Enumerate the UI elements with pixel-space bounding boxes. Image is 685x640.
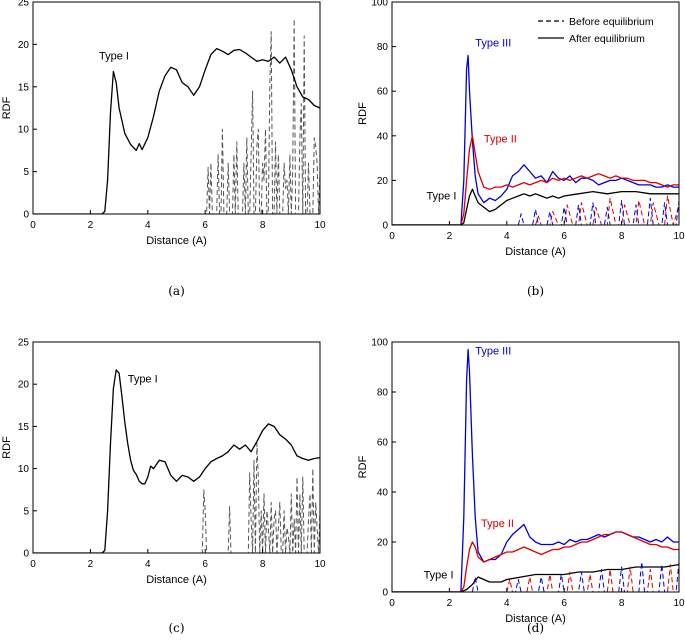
series-line-type-iii-after (392, 348, 679, 592)
series-line-type-iii-before (471, 561, 679, 592)
annotation-type-iii: Type III (475, 38, 511, 50)
legend-entry-label: Before equilibrium (569, 16, 654, 28)
series-line-type-ii-before (506, 564, 674, 592)
x-tick-label: 10 (673, 598, 685, 609)
y-axis-label: RDF (357, 455, 369, 478)
x-tick-label: 0 (30, 220, 36, 231)
series-line-type-i-after (33, 47, 320, 214)
plot-frame (32, 341, 321, 554)
plot-frame (32, 1, 321, 215)
series-group (392, 348, 679, 592)
x-tick-label: 0 (389, 598, 395, 609)
x-tick-label: 4 (504, 598, 510, 609)
plot-frame (391, 1, 680, 226)
y-tick-label: 15 (18, 82, 30, 93)
legend-entry-label: After equilibrium (569, 33, 645, 45)
x-tick-label: 10 (673, 231, 685, 242)
series-line-type-i-before (33, 442, 320, 553)
annotation-type-ii: Type II (484, 133, 517, 145)
annotation-type-i: Type I (99, 51, 129, 63)
y-tick-label: 80 (377, 42, 389, 53)
y-tick-label: 10 (18, 464, 30, 475)
legend: Before equilibrium After equilibrium (538, 16, 654, 45)
y-axis-label: RDF (357, 102, 369, 125)
y-tick-label: 5 (23, 506, 29, 517)
y-tick-label: 20 (18, 380, 30, 391)
x-tick-label: 10 (314, 220, 326, 231)
y-tick-label: 10 (18, 125, 30, 136)
series-group (33, 18, 320, 214)
x-axis-label: Distance (A) (146, 235, 207, 247)
annotation-type-iii: Type III (475, 346, 511, 358)
y-tick-label: 100 (371, 0, 388, 9)
y-tick-label: 15 (18, 422, 30, 433)
x-tick-label: 8 (260, 220, 266, 231)
x-axis-label: Distance (A) (146, 574, 207, 586)
y-tick-label: 100 (371, 338, 388, 349)
x-tick-label: 6 (202, 559, 208, 570)
series-line-type-ii-before (535, 195, 679, 225)
series-line-type-i-after (33, 369, 320, 553)
x-tick-label: 8 (619, 231, 625, 242)
y-axis-label: RDF (1, 96, 13, 119)
y-tick-label: 20 (377, 538, 389, 549)
chart-panel-a: 0 2 4 6 8 10 0 5 10 15 20 25 Distance (A) RDF Type I (a… (1, 0, 326, 298)
series-line-type-ii-after (392, 531, 679, 592)
series-line-type-ii-after (392, 135, 679, 225)
y-tick-label: 60 (377, 438, 389, 449)
x-tick-label: 6 (202, 220, 208, 231)
panel-caption: (d) (527, 621, 544, 635)
y-axis-label: RDF (1, 436, 13, 459)
y-tick-label: 5 (23, 167, 29, 178)
y-tick-label: 60 (377, 87, 389, 98)
panel-caption: (b) (527, 284, 544, 298)
x-tick-label: 2 (447, 231, 453, 242)
y-tick-label: 20 (18, 40, 30, 51)
x-tick-label: 2 (88, 559, 94, 570)
annotation-type-i: Type I (424, 569, 454, 581)
x-tick-label: 4 (145, 559, 151, 570)
x-tick-label: 6 (561, 231, 567, 242)
plot-frame (391, 341, 680, 593)
y-tick-label: 40 (377, 131, 389, 142)
x-tick-label: 4 (504, 231, 510, 242)
x-tick-label: 8 (619, 598, 625, 609)
series-line-type-iii-after (392, 54, 679, 225)
y-tick-label: 0 (382, 588, 388, 599)
annotation-type-ii: Type II (481, 518, 514, 530)
series-group (33, 369, 320, 553)
series-line-type-i-after (392, 563, 679, 592)
y-tick-label: 20 (377, 176, 389, 187)
x-tick-label: 2 (447, 598, 453, 609)
x-tick-label: 0 (389, 231, 395, 242)
y-tick-label: 40 (377, 488, 389, 499)
x-tick-label: 0 (30, 559, 36, 570)
annotation-type-i: Type I (128, 374, 158, 386)
y-tick-label: 0 (382, 221, 388, 232)
x-tick-label: 6 (561, 598, 567, 609)
y-tick-label: 0 (23, 549, 29, 560)
x-tick-label: 2 (88, 220, 94, 231)
panel-caption: (c) (168, 621, 184, 635)
series-line-type-i-before (33, 18, 320, 214)
series-line-type-iii-before (517, 197, 679, 225)
x-axis-label: Distance (A) (505, 613, 566, 625)
x-tick-label: 10 (314, 559, 326, 570)
x-axis-label: Distance (A) (505, 246, 566, 258)
series-group (392, 54, 679, 225)
series-line-type-i-after (392, 188, 679, 225)
x-tick-label: 4 (145, 220, 151, 231)
panel-caption: (a) (168, 284, 185, 298)
y-tick-label: 25 (18, 0, 30, 9)
y-tick-label: 0 (23, 210, 29, 221)
annotation-type-i: Type I (426, 190, 456, 202)
y-tick-label: 25 (18, 338, 30, 349)
x-tick-label: 8 (260, 559, 266, 570)
y-tick-label: 80 (377, 388, 389, 399)
chart-panel-c: 0 2 4 6 8 10 0 5 10 15 20 25 Distance (A) RDF Type I (c… (1, 338, 326, 636)
